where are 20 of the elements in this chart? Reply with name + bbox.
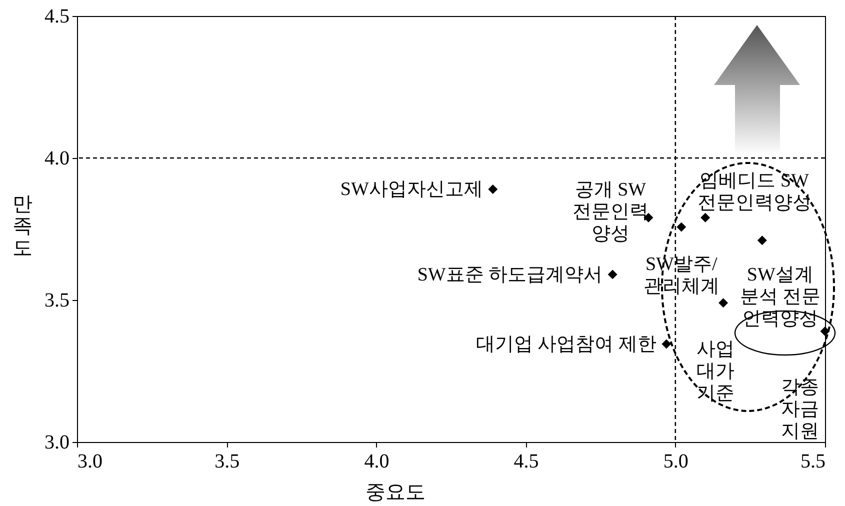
x-tick-label: 5.5 [800,450,826,472]
annotation: SW설계 분석 전문 인력양성 [740,264,821,330]
x-tick-label: 4.0 [364,450,390,472]
x-tick-label: 4.5 [514,450,539,472]
y-tick-label: 3.5 [44,290,70,312]
annotation: 각종 자금 지원 [781,377,819,442]
annotation: SW사업자신고제 [340,179,483,200]
x-tick-label: 5.0 [663,450,688,472]
x-tick-label: 3.5 [214,450,240,472]
y-axis-title: 만족도 [12,194,32,260]
y-tick-label: 4.5 [44,6,70,28]
annotation: 임베디드 SW 전문인력양성 [697,170,812,214]
x-tick-label: 3.0 [78,450,102,472]
annotation: SW표준 하도급계약서 [417,264,603,286]
x-axis-title: 중요도 [366,482,426,504]
annotation: 사업 대가 기준 [696,338,734,404]
y-tick-label: 4.0 [44,148,70,170]
annotation: 대기업 사업참여 제한 [476,334,656,356]
y-tick-label: 3.0 [44,432,70,454]
annotation: 공개 SW 전문인력 양성 [572,180,648,245]
